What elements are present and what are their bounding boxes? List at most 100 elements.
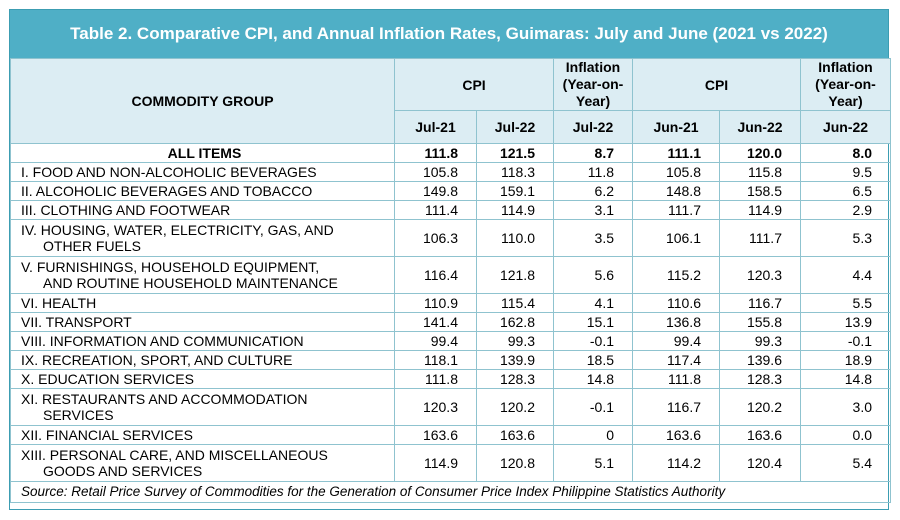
commodity-name: XI. RESTAURANTS AND ACCOMMODATION SERVICE… xyxy=(10,388,395,426)
cell-value: 159.1 xyxy=(476,181,554,201)
commodity-name: XII. FINANCIAL SERVICES xyxy=(10,425,395,445)
cell-value: 0 xyxy=(553,425,633,445)
cell-value: 139.6 xyxy=(719,350,801,370)
cell-value: 155.8 xyxy=(719,312,801,332)
table-frame: Table 2. Comparative CPI, and Annual Inf… xyxy=(9,9,891,510)
commodity-name: VIII. INFORMATION AND COMMUNICATION xyxy=(10,331,395,351)
commodity-name: X. EDUCATION SERVICES xyxy=(10,369,395,389)
commodity-name: ALL ITEMS xyxy=(10,143,395,163)
cell-value: 14.8 xyxy=(800,369,891,389)
commodity-name: V. FURNISHINGS, HOUSEHOLD EQUIPMENT, AND … xyxy=(10,256,395,294)
commodity-name: III. CLOTHING AND FOOTWEAR xyxy=(10,200,395,220)
cell-value: 121.5 xyxy=(476,143,554,163)
commodity-name-line1: VI. HEALTH xyxy=(21,295,97,311)
subheader-jul-21: Jul-21 xyxy=(394,110,477,144)
cell-value: 6.5 xyxy=(800,181,891,201)
cell-value: 116.4 xyxy=(394,256,477,294)
commodity-name-line1: IX. RECREATION, SPORT, AND CULTURE xyxy=(21,352,293,368)
cell-value: 118.1 xyxy=(394,350,477,370)
cell-value: 128.3 xyxy=(719,369,801,389)
cell-value: -0.1 xyxy=(553,388,633,426)
table-row: IV. HOUSING, WATER, ELECTRICITY, GAS, AN… xyxy=(10,219,891,257)
commodity-name-line1: XII. FINANCIAL SERVICES xyxy=(21,427,193,443)
commodity-name-line1: III. CLOTHING AND FOOTWEAR xyxy=(21,202,231,218)
cell-value: 106.3 xyxy=(394,219,477,257)
cell-value: 114.2 xyxy=(632,444,720,482)
cell-value: 11.8 xyxy=(553,162,633,182)
cell-value: 110.6 xyxy=(632,293,720,313)
table-row: VII. TRANSPORT 141.4 162.8 15.1 136.8 155.8 13… xyxy=(10,312,891,332)
cell-value: 99.4 xyxy=(394,331,477,351)
commodity-name-line2: SERVICES xyxy=(43,407,114,423)
commodity-name: VI. HEALTH xyxy=(10,293,395,313)
commodity-name-line1: V. FURNISHINGS, HOUSEHOLD EQUIPMENT, xyxy=(21,259,320,275)
source-note: Source: Retail Price Survey of Commoditi… xyxy=(10,481,891,503)
table-row: XII. FINANCIAL SERVICES 163.6 163.6 0 163.6 1… xyxy=(10,425,891,445)
subheader-jul-22-inflation: Jul-22 xyxy=(553,110,633,144)
cell-value: 105.8 xyxy=(632,162,720,182)
cell-value: 111.8 xyxy=(632,369,720,389)
cell-value: 120.8 xyxy=(476,444,554,482)
cell-value: 121.8 xyxy=(476,256,554,294)
cell-value: 148.8 xyxy=(632,181,720,201)
cell-value: 3.5 xyxy=(553,219,633,257)
cell-value: 111.1 xyxy=(632,143,720,163)
header-inflation-jun: Inflation (Year-on-Year) xyxy=(800,58,891,111)
commodity-name-line2: AND ROUTINE HOUSEHOLD MAINTENANCE xyxy=(43,275,338,291)
cell-value: 15.1 xyxy=(553,312,633,332)
cell-value: 128.3 xyxy=(476,369,554,389)
table-body: ALL ITEMS 111.8 121.5 8.7 111.1 120.0 8.0 I. FO… xyxy=(10,143,891,482)
commodity-name: VII. TRANSPORT xyxy=(10,312,395,332)
cell-value: 120.3 xyxy=(719,256,801,294)
cell-value: 111.7 xyxy=(719,219,801,257)
cell-value: 162.8 xyxy=(476,312,554,332)
cell-value: -0.1 xyxy=(553,331,633,351)
cell-value: 3.1 xyxy=(553,200,633,220)
cell-value: 8.0 xyxy=(800,143,891,163)
cell-value: 118.3 xyxy=(476,162,554,182)
cell-value: 158.5 xyxy=(719,181,801,201)
cell-value: 14.8 xyxy=(553,369,633,389)
cell-value: 5.1 xyxy=(553,444,633,482)
header-commodity-group: COMMODITY GROUP xyxy=(10,58,395,144)
cell-value: 4.1 xyxy=(553,293,633,313)
cell-value: 5.5 xyxy=(800,293,891,313)
table-row-all-items: ALL ITEMS 111.8 121.5 8.7 111.1 120.0 8.0 xyxy=(10,143,891,163)
cell-value: 111.8 xyxy=(394,143,477,163)
commodity-name: I. FOOD AND NON-ALCOHOLIC BEVERAGES xyxy=(10,162,395,182)
cell-value: 115.4 xyxy=(476,293,554,313)
cell-value: 99.3 xyxy=(476,331,554,351)
cell-value: 4.4 xyxy=(800,256,891,294)
commodity-name-line1: ALL ITEMS xyxy=(167,145,242,161)
cell-value: 115.2 xyxy=(632,256,720,294)
commodity-name-line1: X. EDUCATION SERVICES xyxy=(21,371,194,387)
cell-value: 106.1 xyxy=(632,219,720,257)
cell-value: 13.9 xyxy=(800,312,891,332)
table-title: Table 2. Comparative CPI, and Annual Inf… xyxy=(10,10,888,58)
cell-value: 117.4 xyxy=(632,350,720,370)
cell-value: 163.6 xyxy=(394,425,477,445)
commodity-name: IX. RECREATION, SPORT, AND CULTURE xyxy=(10,350,395,370)
cell-value: 136.8 xyxy=(632,312,720,332)
cell-value: 120.0 xyxy=(719,143,801,163)
commodity-name-line1: IV. HOUSING, WATER, ELECTRICITY, GAS, AN… xyxy=(21,222,334,238)
cpi-table: COMMODITY GROUP CPI Inflation (Year-on-Y… xyxy=(10,58,891,503)
cell-value: 114.9 xyxy=(476,200,554,220)
cell-value: 114.9 xyxy=(394,444,477,482)
subheader-jun-22: Jun-22 xyxy=(719,110,801,144)
table-row: IX. RECREATION, SPORT, AND CULTURE 118.1 1… xyxy=(10,350,891,370)
commodity-name-line2: OTHER FUELS xyxy=(43,238,142,254)
cell-value: -0.1 xyxy=(800,331,891,351)
cell-value: 8.7 xyxy=(553,143,633,163)
table-row: X. EDUCATION SERVICES 111.8 128.3 14.8 111.8… xyxy=(10,369,891,389)
cell-value: 163.6 xyxy=(476,425,554,445)
cell-value: 111.4 xyxy=(394,200,477,220)
commodity-name-line1: XIII. PERSONAL CARE, AND MISCELLANEOUS xyxy=(21,447,328,463)
cell-value: 99.4 xyxy=(632,331,720,351)
cell-value: 110.9 xyxy=(394,293,477,313)
commodity-name-line1: I. FOOD AND NON-ALCOHOLIC BEVERAGES xyxy=(21,164,317,180)
commodity-name-line1: VIII. INFORMATION AND COMMUNICATION xyxy=(21,333,304,349)
cell-value: 141.4 xyxy=(394,312,477,332)
cell-value: 18.9 xyxy=(800,350,891,370)
cell-value: 3.0 xyxy=(800,388,891,426)
